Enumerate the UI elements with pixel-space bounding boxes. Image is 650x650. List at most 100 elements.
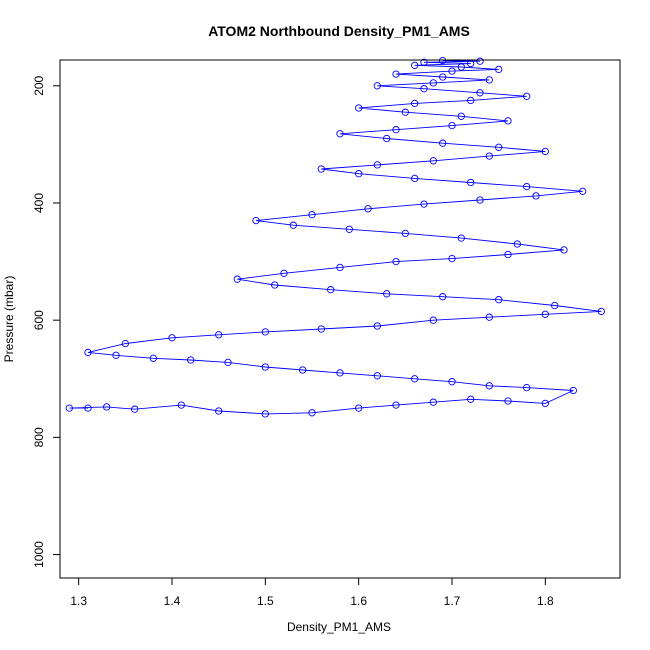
data-point bbox=[523, 92, 531, 100]
data-point bbox=[429, 79, 437, 87]
data-point bbox=[569, 386, 577, 395]
data-point bbox=[429, 316, 437, 324]
plot-area bbox=[65, 56, 605, 418]
data-point bbox=[439, 293, 447, 301]
data-point bbox=[355, 104, 363, 112]
data-point bbox=[84, 348, 92, 357]
data-point bbox=[131, 405, 139, 413]
data-point bbox=[467, 96, 475, 105]
x-tick-label: 1.4 bbox=[164, 594, 181, 608]
data-point bbox=[541, 147, 549, 156]
data-point bbox=[392, 401, 400, 409]
data-point bbox=[355, 170, 363, 178]
data-point bbox=[271, 281, 279, 289]
data-point bbox=[429, 157, 437, 165]
x-tick-label: 1.8 bbox=[537, 594, 554, 608]
data-point bbox=[252, 216, 260, 225]
data-point bbox=[215, 331, 223, 339]
data-point bbox=[513, 240, 521, 248]
data-point bbox=[495, 143, 503, 151]
data-point bbox=[317, 165, 325, 173]
data-point bbox=[364, 205, 372, 213]
data-point bbox=[383, 134, 391, 143]
data-point bbox=[457, 234, 465, 242]
data-point bbox=[383, 290, 391, 298]
data-point bbox=[523, 383, 531, 392]
data-point bbox=[411, 61, 419, 69]
data-point bbox=[336, 263, 344, 272]
data-point bbox=[308, 211, 316, 219]
data-point bbox=[112, 351, 120, 359]
data-point bbox=[448, 378, 456, 386]
data-point bbox=[392, 257, 400, 266]
data-point bbox=[317, 325, 325, 333]
data-point bbox=[457, 112, 465, 120]
data-point bbox=[401, 229, 409, 238]
data-point bbox=[411, 99, 419, 108]
data-point bbox=[215, 407, 223, 415]
x-axis-label: Density_PM1_AMS bbox=[287, 620, 391, 634]
data-point bbox=[411, 375, 419, 383]
x-tick-label: 1.6 bbox=[350, 594, 367, 608]
data-point bbox=[149, 354, 157, 362]
data-point bbox=[103, 403, 111, 411]
data-point bbox=[541, 399, 549, 408]
data-point bbox=[261, 328, 269, 336]
data-point bbox=[560, 246, 568, 254]
data-point bbox=[448, 121, 456, 130]
plot-frame bbox=[59, 59, 621, 579]
data-point bbox=[485, 152, 493, 160]
data-point bbox=[551, 301, 559, 310]
data-point bbox=[439, 73, 447, 81]
data-point bbox=[420, 58, 428, 66]
data-point bbox=[467, 395, 475, 403]
data-point bbox=[504, 250, 512, 259]
data-point bbox=[420, 85, 428, 93]
y-tick-label: 200 bbox=[32, 75, 46, 95]
data-point bbox=[373, 161, 381, 169]
x-tick-label: 1.7 bbox=[444, 594, 461, 608]
data-point bbox=[541, 310, 549, 318]
data-point bbox=[121, 339, 129, 348]
y-tick-label: 400 bbox=[32, 193, 46, 213]
data-point bbox=[233, 275, 241, 283]
data-point bbox=[168, 334, 176, 342]
y-tick-label: 800 bbox=[32, 427, 46, 447]
data-point bbox=[448, 254, 456, 263]
data-point bbox=[224, 358, 232, 367]
y-tick-label: 1000 bbox=[32, 541, 46, 568]
data-point bbox=[261, 363, 269, 371]
x-axis: 1.3 1.4 1.5 1.6 1.7 1.8 bbox=[70, 578, 554, 608]
data-point bbox=[299, 366, 307, 374]
data-point bbox=[84, 404, 92, 412]
data-point bbox=[476, 89, 484, 97]
data-point bbox=[401, 108, 409, 116]
data-point bbox=[439, 56, 447, 65]
data-point bbox=[392, 70, 400, 78]
data-point bbox=[355, 404, 363, 412]
data-point bbox=[261, 410, 269, 418]
data-point bbox=[467, 178, 475, 187]
data-point bbox=[280, 269, 288, 277]
data-point bbox=[420, 200, 428, 208]
data-point bbox=[485, 382, 493, 390]
data-point bbox=[439, 139, 447, 147]
data-point bbox=[336, 130, 344, 138]
data-point bbox=[308, 409, 316, 417]
data-point bbox=[373, 322, 381, 330]
data-point bbox=[65, 404, 73, 412]
y-axis: 200 400 600 800 1000 bbox=[32, 75, 60, 568]
data-point bbox=[429, 398, 437, 406]
data-point bbox=[392, 126, 400, 134]
data-point bbox=[579, 187, 587, 195]
chart-title: ATOM2 Northbound Density_PM1_AMS bbox=[208, 23, 470, 39]
y-tick-label: 600 bbox=[32, 310, 46, 330]
data-point bbox=[495, 65, 503, 74]
data-point bbox=[476, 196, 484, 204]
data-point bbox=[476, 57, 484, 65]
data-point bbox=[336, 369, 344, 377]
data-point bbox=[504, 117, 512, 125]
data-point bbox=[373, 372, 381, 380]
x-tick-label: 1.5 bbox=[257, 594, 274, 608]
